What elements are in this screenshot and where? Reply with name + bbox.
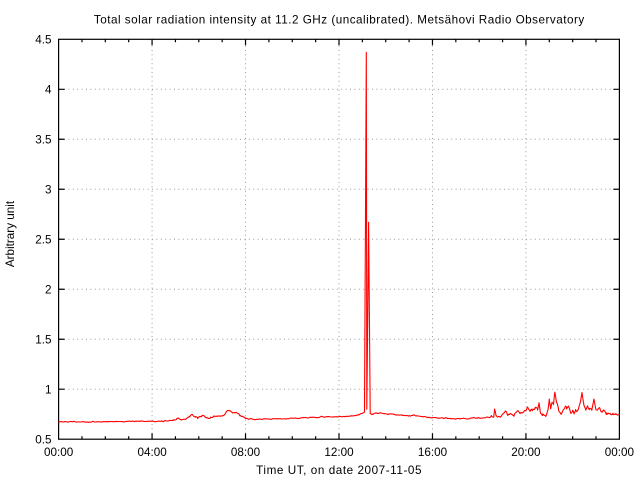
svg-text:Time UT, on date 2007-11-05: Time UT, on date 2007-11-05 bbox=[256, 464, 422, 477]
svg-text:4.5: 4.5 bbox=[35, 34, 52, 47]
svg-text:1.5: 1.5 bbox=[35, 333, 52, 346]
svg-text:00:00: 00:00 bbox=[44, 446, 74, 459]
svg-text:2: 2 bbox=[45, 283, 52, 296]
svg-text:16:00: 16:00 bbox=[418, 446, 448, 459]
svg-text:0.5: 0.5 bbox=[35, 433, 52, 446]
svg-text:04:00: 04:00 bbox=[137, 446, 167, 459]
svg-text:2.5: 2.5 bbox=[35, 233, 52, 246]
svg-text:Arbitrary unit: Arbitrary unit bbox=[4, 200, 17, 267]
svg-text:1: 1 bbox=[45, 383, 52, 396]
svg-text:3.5: 3.5 bbox=[35, 134, 52, 147]
svg-text:20:00: 20:00 bbox=[511, 446, 541, 459]
svg-text:4: 4 bbox=[45, 84, 52, 97]
svg-text:08:00: 08:00 bbox=[231, 446, 261, 459]
svg-text:Total solar radiation intensit: Total solar radiation intensity at 11.2 … bbox=[94, 13, 585, 26]
svg-text:3: 3 bbox=[45, 184, 52, 197]
svg-text:12:00: 12:00 bbox=[324, 446, 354, 459]
svg-text:00:00: 00:00 bbox=[605, 446, 635, 459]
